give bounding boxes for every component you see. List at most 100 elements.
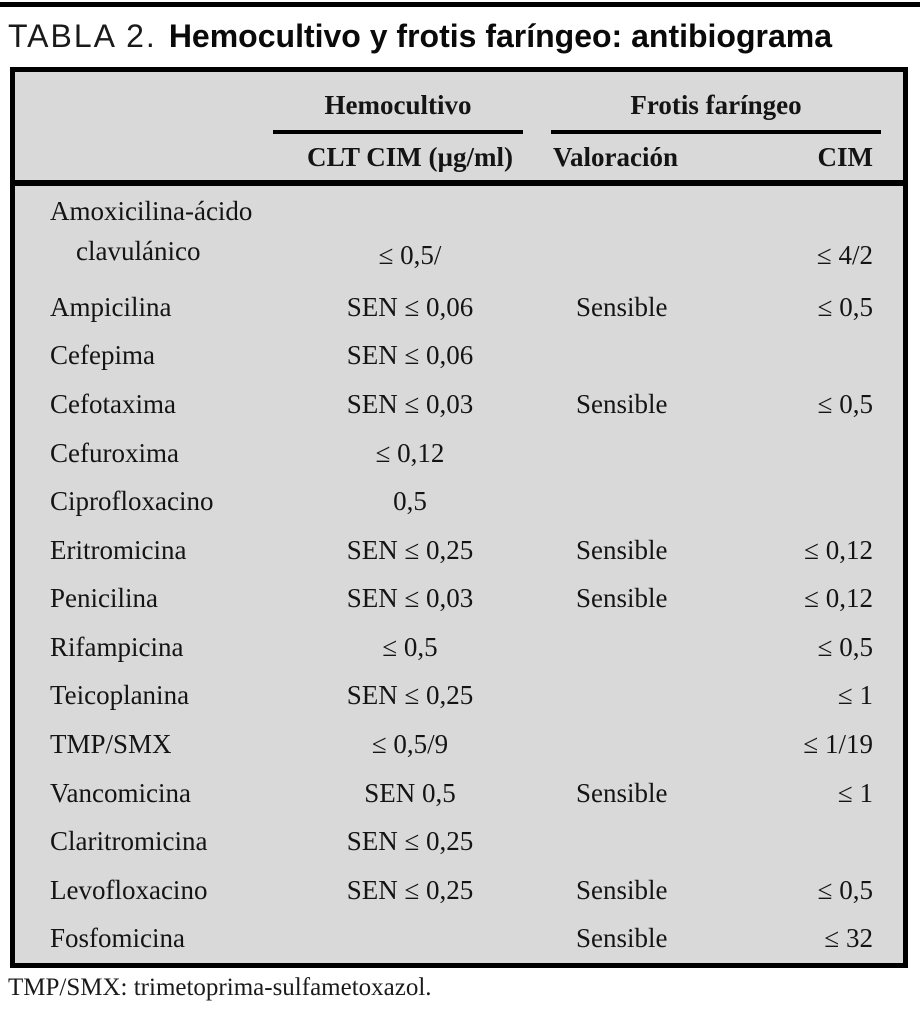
sub-header-valoracion: Valoración (553, 141, 679, 172)
drug-name-cell: Claritromicina (15, 826, 260, 857)
frotis-cim-value: ≤ 0,5 (817, 874, 873, 905)
antibiogram-table: Hemocultivo Frotis faríngeo CLT CIM (µg/… (10, 67, 908, 968)
frotis-cim-value: ≤ 0,12 (804, 534, 873, 565)
table-row: Vancomicina SEN 0,5 Sensible ≤ 1 (15, 769, 903, 818)
drug-name-cell: Fosfomicina (15, 923, 260, 954)
sub-header-row: CLT CIM (µg/ml) Valoración CIM (15, 134, 903, 180)
drug-name-cell: Teicoplanina (15, 680, 260, 711)
hemocultivo-cim-value: ≤ 0,5 (382, 631, 438, 662)
hemocultivo-cim-value: SEN ≤ 0,25 (346, 680, 474, 711)
hemocultivo-cim-value: SEN ≤ 0,03 (346, 389, 474, 420)
drug-name-cell: Ampicilina (15, 292, 260, 323)
drug-name: Amoxicilina-ácido (50, 196, 253, 227)
frotis-cim-value: ≤ 32 (824, 923, 873, 954)
drug-name: Eritromicina (50, 534, 187, 565)
group-header-frotis: Frotis faríngeo (545, 72, 903, 134)
valoracion-value: Sensible (576, 389, 668, 420)
frotis-cim-value: ≤ 0,12 (804, 583, 873, 614)
hemocultivo-cim-value: SEN ≤ 0,25 (346, 874, 474, 905)
drug-name-cell: Cefuroxima (15, 438, 260, 469)
top-rule (0, 2, 920, 7)
drug-name-cell: Cefotaxima (15, 389, 260, 420)
table-footnote: TMP/SMX: trimetoprima-sulfametoxazol. (8, 974, 432, 1001)
table-body: Amoxicilina-ácido clavulánico ≤ 0,5/ ≤ 4… (15, 186, 903, 963)
drug-name-cell: Vancomicina (15, 778, 260, 809)
drug-name-line2: clavulánico (76, 236, 201, 267)
drug-name: Vancomicina (50, 777, 191, 808)
table-row: Ampicilina SEN ≤ 0,06 Sensible ≤ 0,5 (15, 283, 903, 332)
drug-name: Cefuroxima (50, 437, 179, 468)
valoracion-value: Sensible (576, 583, 668, 614)
drug-name-cell: Ciprofloxacino (15, 486, 260, 517)
table-header: Hemocultivo Frotis faríngeo CLT CIM (µg/… (15, 72, 903, 180)
valoracion-value: Sensible (576, 291, 668, 322)
table-row: Penicilina SEN ≤ 0,03 Sensible ≤ 0,12 (15, 575, 903, 624)
table-row: Ciprofloxacino 0,5 (15, 477, 903, 526)
hemocultivo-cim-value: ≤ 0,5/9 (371, 728, 449, 759)
hemocultivo-cim-value: SEN 0,5 (364, 777, 456, 808)
drug-name: Cefotaxima (50, 389, 176, 420)
drug-name-cell: TMP/SMX (15, 729, 260, 760)
frotis-cim-value: ≤ 1/19 (803, 728, 873, 759)
table-row: Fosfomicina Sensible ≤ 32 (15, 914, 903, 963)
hemocultivo-cim-value: SEN ≤ 0,03 (346, 583, 474, 614)
drug-name-cell: Penicilina (15, 583, 260, 614)
hemocultivo-cim-value: ≤ 0,12 (375, 437, 445, 468)
hemocultivo-cim-value: SEN ≤ 0,25 (346, 826, 474, 857)
valoracion-value: Sensible (576, 923, 668, 954)
drug-name-cell: Levofloxacino (15, 875, 260, 906)
drug-name: Penicilina (50, 583, 158, 614)
group-header-row: Hemocultivo Frotis faríngeo (15, 72, 903, 134)
frotis-cim-value: ≤ 1 (837, 777, 873, 808)
table-row: TMP/SMX ≤ 0,5/9 ≤ 1/19 (15, 720, 903, 769)
drug-name: Teicoplanina (50, 680, 190, 711)
table-row: Amoxicilina-ácido clavulánico ≤ 0,5/ ≤ 4… (15, 186, 903, 283)
drug-name: Claritromicina (50, 826, 208, 857)
header-body-separator (15, 180, 903, 186)
drug-name-cell: Rifampicina (15, 632, 260, 663)
valoracion-value: Sensible (576, 534, 668, 565)
frotis-cim-value: ≤ 1 (837, 680, 873, 711)
drug-name: Ampicilina (50, 291, 172, 322)
table-number: TABLA 2. (8, 18, 157, 54)
table-row: Cefuroxima ≤ 0,12 (15, 429, 903, 478)
valoracion-value: Sensible (576, 874, 668, 905)
drug-name: TMP/SMX (50, 728, 172, 759)
sub-header-cim: CIM (817, 141, 874, 172)
hemocultivo-cim-value: 0,5 (393, 486, 427, 517)
drug-name: Cefepima (50, 340, 155, 371)
table-row: Cefepima SEN ≤ 0,06 (15, 332, 903, 381)
table-row: Cefotaxima SEN ≤ 0,03 Sensible ≤ 0,5 (15, 380, 903, 429)
table-title: TABLA 2. Hemocultivo y frotis faríngeo: a… (8, 16, 832, 56)
hemocultivo-cim-value: SEN ≤ 0,06 (346, 291, 474, 322)
group-header-spacer (15, 72, 260, 134)
table-title-text: Hemocultivo y frotis faríngeo: antibiogr… (168, 18, 833, 54)
drug-name: Rifampicina (50, 631, 184, 662)
frotis-underline (551, 130, 881, 134)
drug-name: Levofloxacino (50, 874, 208, 905)
frotis-cim-value: ≤ 4/2 (816, 240, 873, 271)
hemocultivo-cim-value: SEN ≤ 0,25 (346, 534, 474, 565)
table-row: Rifampicina ≤ 0,5 ≤ 0,5 (15, 623, 903, 672)
hemocultivo-cim-value: SEN ≤ 0,06 (346, 340, 474, 371)
group-header-hemocultivo-label: Hemocultivo (324, 90, 472, 120)
valoracion-value: Sensible (576, 777, 668, 808)
drug-name-cell: Eritromicina (15, 535, 260, 566)
frotis-cim-value: ≤ 0,5 (817, 291, 873, 322)
table-row: Teicoplanina SEN ≤ 0,25 ≤ 1 (15, 672, 903, 721)
drug-name-cell: Amoxicilina-ácido clavulánico (15, 191, 260, 283)
group-header-frotis-label: Frotis faríngeo (630, 90, 802, 120)
hemocultivo-underline (273, 130, 523, 134)
valoracion-value (545, 271, 740, 283)
drug-name: Ciprofloxacino (50, 486, 214, 517)
table-row: Levofloxacino SEN ≤ 0,25 Sensible ≤ 0,5 (15, 866, 903, 915)
table-row: Eritromicina SEN ≤ 0,25 Sensible ≤ 0,12 (15, 526, 903, 575)
drug-name-cell: Cefepima (15, 340, 260, 371)
hemocultivo-cim-value: ≤ 0,5/ (378, 240, 442, 271)
drug-name: Fosfomicina (50, 923, 185, 954)
frotis-cim-value: ≤ 0,5 (817, 389, 873, 420)
group-header-hemocultivo: Hemocultivo (260, 72, 545, 134)
sub-header-clt-cim: CLT CIM (µg/ml) (306, 141, 514, 172)
frotis-cim-value: ≤ 0,5 (817, 631, 873, 662)
